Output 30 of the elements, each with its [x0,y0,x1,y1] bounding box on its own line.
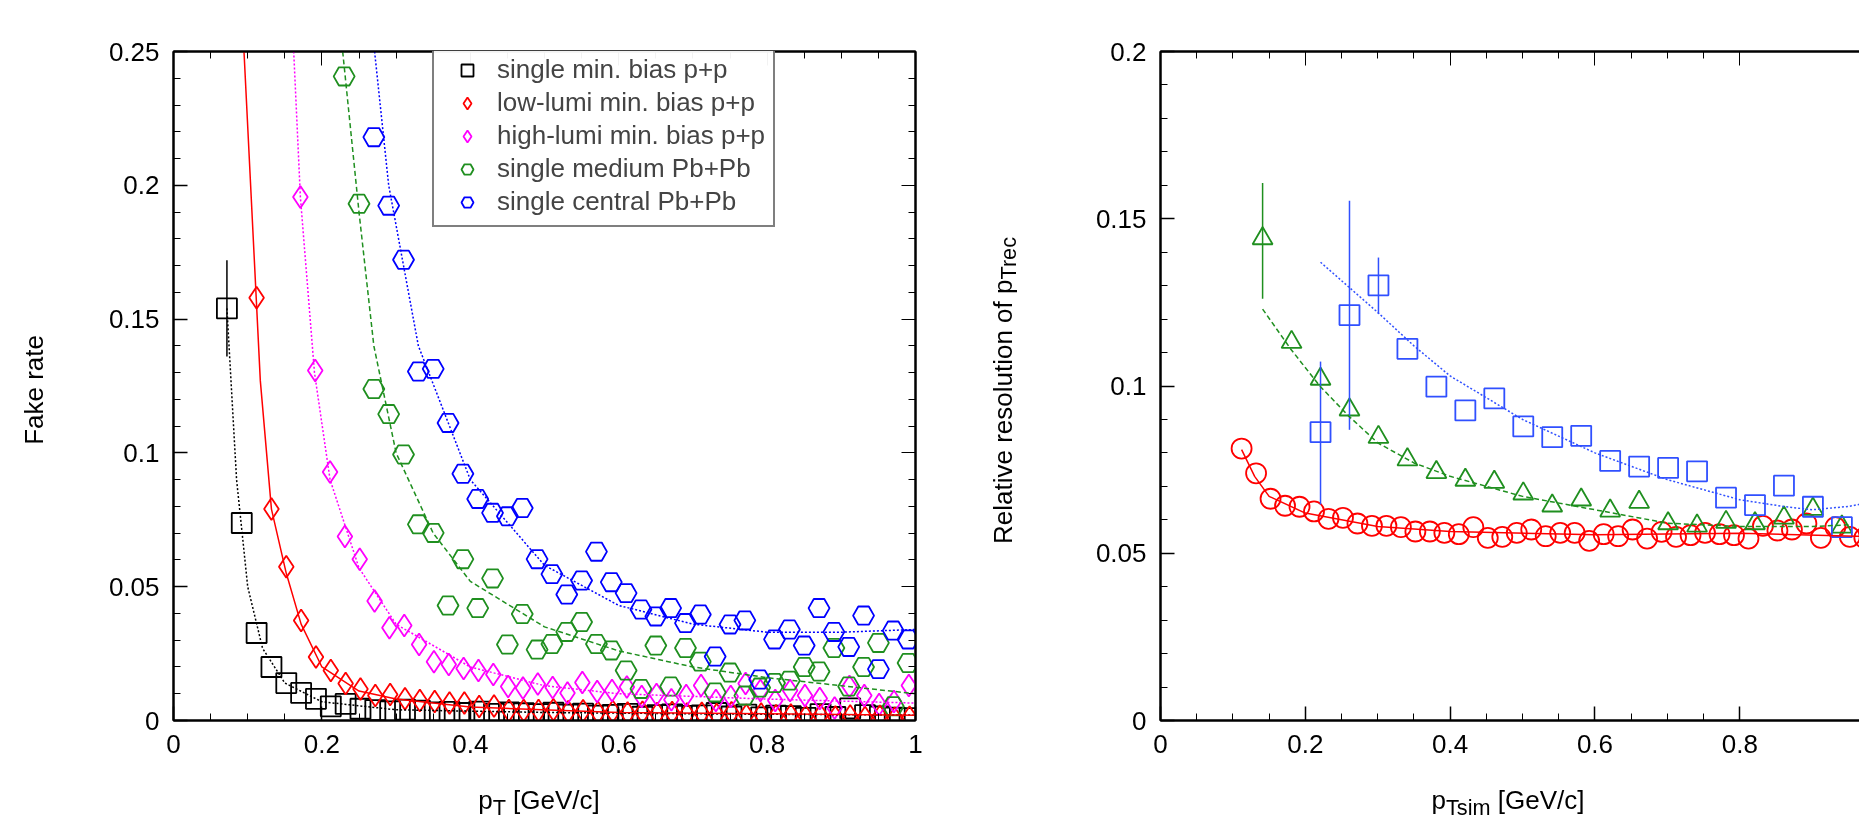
x-tick-label: 0.4 [452,728,489,759]
legend-label: low-lumi min. bias p+p [497,87,755,118]
x-tick-label: 0.4 [1432,728,1469,759]
x-tick-label: 0 [1153,728,1168,759]
x-tick-label: 0.2 [303,728,340,759]
y-axis-title: Fake rate [18,335,51,445]
y-tick-label: 0.05 [108,571,160,602]
x-tick-label: 0.6 [600,728,637,759]
x-tick-label: 0.8 [1721,728,1758,759]
y-tick-label: 0.1 [1110,371,1147,401]
y-tick-label: 0.15 [1095,203,1147,234]
legend-label: single medium Pb+Pb [497,153,751,184]
x-axis-title: p$_{T}$ [GeV/c] [477,785,601,818]
x-tick-label: 0.6 [1576,728,1614,759]
x-tick-label: 0.8 [749,728,786,759]
y-tick-label: 0 [145,705,160,736]
legend-label: high-lumi min. bias p+p [497,120,766,151]
y-tick-label: 0.1 [123,437,160,468]
x-tick-label: 1 [908,728,923,759]
y-tick-label: 0.15 [108,304,160,335]
y-tick-label: 0.2 [123,170,160,201]
legend-label: single central Pb+Pb [497,186,737,217]
y-tick-label: 0 [1132,705,1147,736]
x-tick-label: 0.2 [1287,728,1324,759]
y-tick-label: 0.2 [1110,36,1147,67]
y-tick-label: 0.05 [1095,538,1147,569]
y-tick-label: 0.25 [108,36,160,67]
x-tick-label: 0 [166,728,181,759]
x-axis-title: p$_{Tsim}$ [GeV/c] [1430,785,1586,818]
legend-label: single min. bias p+p [497,54,728,85]
